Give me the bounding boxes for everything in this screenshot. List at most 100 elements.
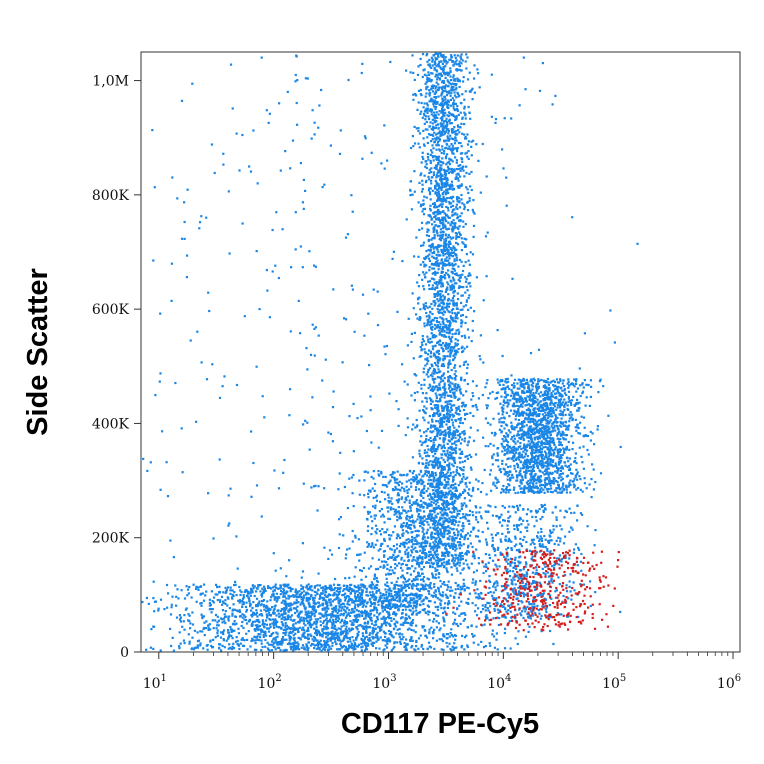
event-point xyxy=(434,270,437,273)
event-point xyxy=(464,117,467,120)
event-point xyxy=(455,313,459,316)
event-point xyxy=(473,77,476,80)
event-point xyxy=(458,561,461,564)
event-point xyxy=(455,159,458,162)
event-point xyxy=(535,391,538,394)
event-point xyxy=(443,430,446,433)
event-point xyxy=(449,122,452,125)
event-point xyxy=(414,538,417,541)
event-point xyxy=(460,322,463,325)
event-point xyxy=(549,402,552,405)
event-point xyxy=(523,425,526,428)
event-point xyxy=(455,375,458,378)
event-point xyxy=(492,635,496,638)
event-point xyxy=(431,611,435,615)
event-point xyxy=(574,460,577,463)
event-point xyxy=(536,456,540,459)
event-point xyxy=(423,419,426,422)
event-point xyxy=(441,198,444,201)
event-point xyxy=(434,87,437,90)
event-point xyxy=(425,400,428,403)
event-point xyxy=(448,517,451,520)
event-point xyxy=(544,445,547,448)
event-point xyxy=(153,610,156,613)
event-point xyxy=(559,460,563,463)
event-point xyxy=(424,396,427,399)
event-point xyxy=(582,445,585,448)
event-point xyxy=(439,244,442,247)
event-point xyxy=(532,464,535,467)
event-point xyxy=(550,463,553,466)
event-point xyxy=(462,242,465,245)
event-point xyxy=(522,400,525,403)
event-point xyxy=(547,392,550,396)
event-point xyxy=(423,348,426,351)
event-point xyxy=(438,497,441,500)
event-point xyxy=(452,557,455,560)
event-point xyxy=(533,446,536,449)
event-point xyxy=(446,121,449,124)
event-point xyxy=(459,308,462,312)
event-point xyxy=(513,398,516,401)
event-point xyxy=(471,87,474,90)
event-point xyxy=(455,409,458,412)
event-point xyxy=(418,228,421,231)
event-point xyxy=(450,137,453,140)
event-point xyxy=(530,470,534,473)
event-point xyxy=(581,383,584,386)
event-point xyxy=(500,417,503,420)
event-point xyxy=(476,429,479,432)
event-point xyxy=(463,584,466,587)
event-point xyxy=(419,345,422,349)
event-point xyxy=(463,123,466,126)
event-point xyxy=(441,81,444,84)
event-point xyxy=(450,286,453,289)
event-point xyxy=(435,260,438,263)
event-point xyxy=(445,563,448,566)
event-point xyxy=(384,593,387,596)
event-point xyxy=(422,409,425,412)
event-point xyxy=(429,121,432,124)
event-point xyxy=(439,294,442,297)
event-point xyxy=(454,452,458,455)
event-point xyxy=(468,111,471,114)
event-point xyxy=(541,427,544,430)
event-point xyxy=(541,448,544,451)
event-point xyxy=(443,344,446,347)
event-point xyxy=(454,332,458,335)
event-point xyxy=(422,371,425,374)
event-point xyxy=(471,545,474,548)
event-point xyxy=(522,461,525,464)
event-point xyxy=(529,429,532,432)
event-point xyxy=(443,274,446,277)
event-point xyxy=(447,293,450,296)
event-point xyxy=(436,359,440,362)
event-point xyxy=(448,320,451,323)
event-point xyxy=(451,204,455,207)
event-point xyxy=(455,96,458,99)
event-point xyxy=(531,414,534,417)
event-point xyxy=(461,452,464,455)
event-point xyxy=(409,71,412,74)
event-point xyxy=(453,264,456,267)
event-point xyxy=(458,509,462,512)
event-point xyxy=(494,476,497,479)
event-point xyxy=(550,409,554,412)
event-point xyxy=(422,213,426,216)
event-point xyxy=(459,167,462,170)
event-point xyxy=(444,453,447,456)
event-point xyxy=(447,167,450,171)
event-point xyxy=(436,286,439,289)
event-point xyxy=(557,385,560,389)
event-point xyxy=(455,175,458,179)
event-point xyxy=(574,452,577,455)
event-point xyxy=(543,417,546,420)
event-point xyxy=(447,269,450,272)
event-point xyxy=(457,79,461,82)
event-point xyxy=(462,264,465,267)
event-point xyxy=(536,382,539,386)
event-point xyxy=(437,290,440,293)
event-point xyxy=(463,502,466,505)
event-point xyxy=(426,506,429,509)
event-point xyxy=(435,363,438,367)
